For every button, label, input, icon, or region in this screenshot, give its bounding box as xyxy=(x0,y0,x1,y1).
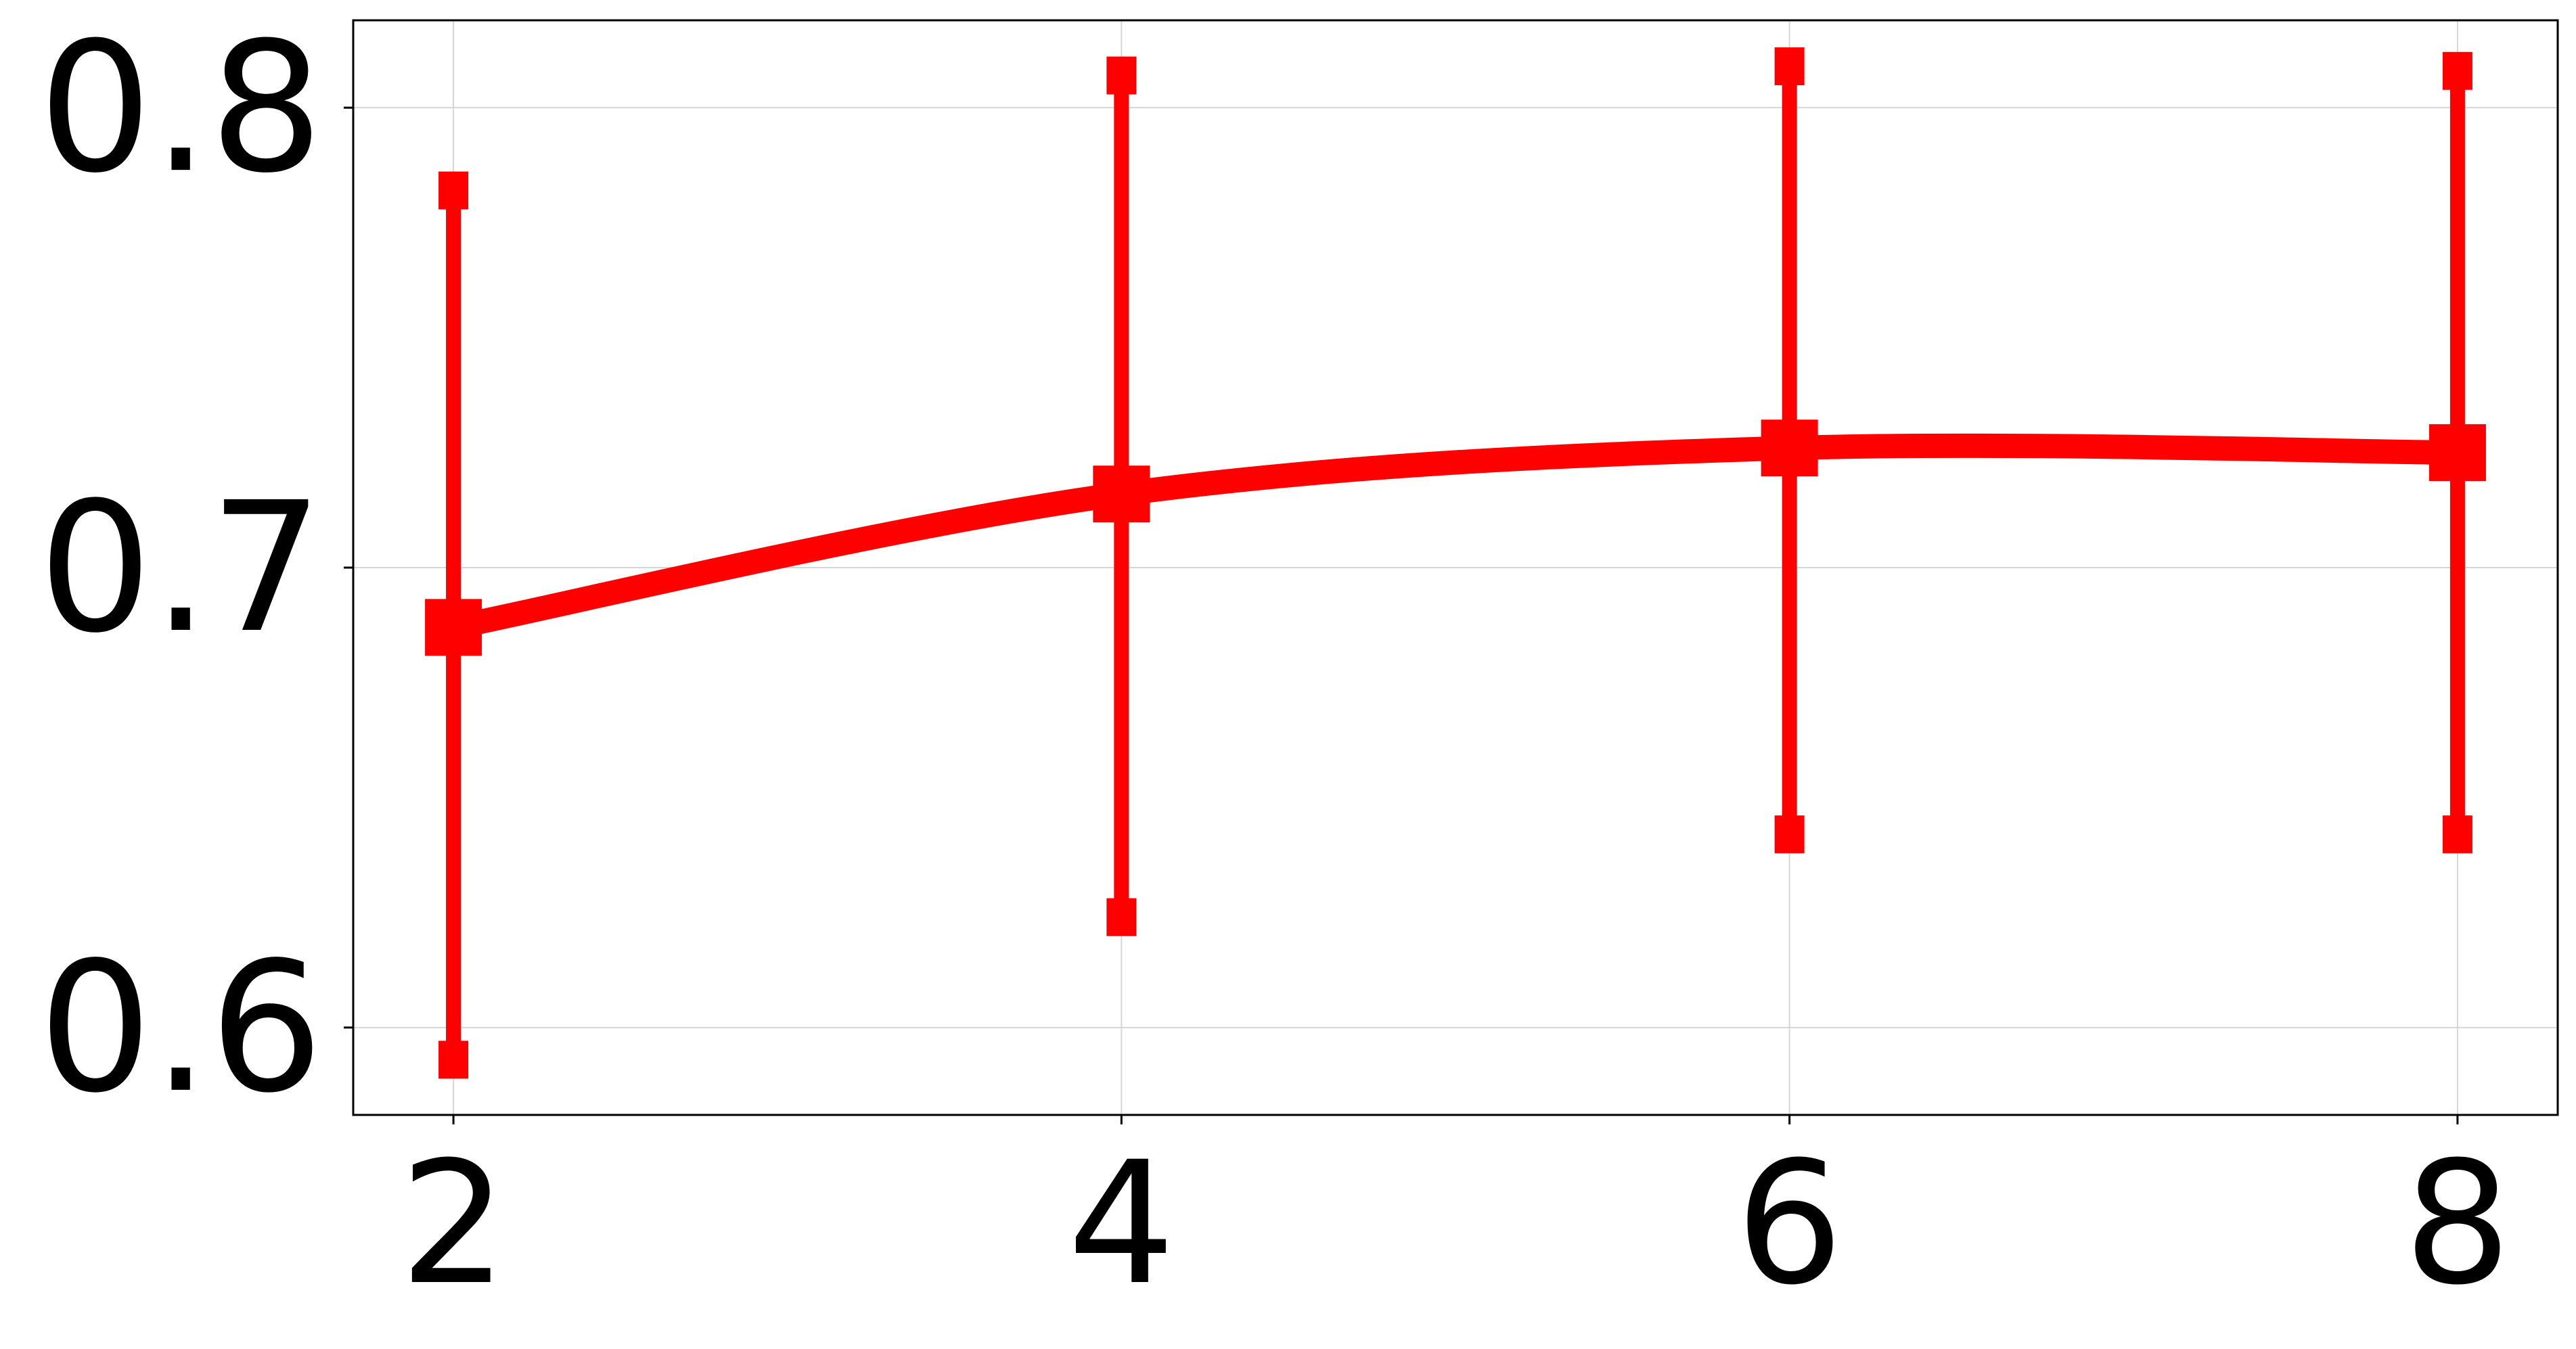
error-cap-upper-0-2 xyxy=(1774,47,1805,85)
data-point-marker-0-2 xyxy=(1761,419,1818,477)
y-tick-label-0: 0.6 xyxy=(39,924,323,1133)
error-cap-lower-0-0 xyxy=(438,1041,469,1079)
error-cap-upper-0-1 xyxy=(1106,56,1137,95)
error-cap-lower-0-3 xyxy=(2442,815,2472,854)
error-cap-upper-0-3 xyxy=(2442,51,2472,90)
error-cap-upper-0-0 xyxy=(438,171,469,210)
series-line-0 xyxy=(441,433,2470,640)
data-point-marker-0-1 xyxy=(1093,465,1150,523)
y-tick-label-1: 0.7 xyxy=(39,464,323,672)
axes: 2 4 6 8 0.6 0.7 0.8 xyxy=(39,4,2512,1322)
x-tick-label-1: 4 xyxy=(1068,1125,1175,1322)
y-tick-label-2: 0.8 xyxy=(39,4,323,212)
x-tick-label-3: 8 xyxy=(2403,1125,2511,1322)
error-cap-lower-0-2 xyxy=(1774,815,1805,854)
series-layer xyxy=(425,47,2486,1079)
x-tick-label-2: 6 xyxy=(1736,1125,1843,1322)
error-cap-lower-0-1 xyxy=(1106,898,1137,936)
data-point-marker-0-3 xyxy=(2428,424,2486,482)
data-point-marker-0-0 xyxy=(425,599,482,656)
x-tick-label-0: 2 xyxy=(400,1125,507,1322)
